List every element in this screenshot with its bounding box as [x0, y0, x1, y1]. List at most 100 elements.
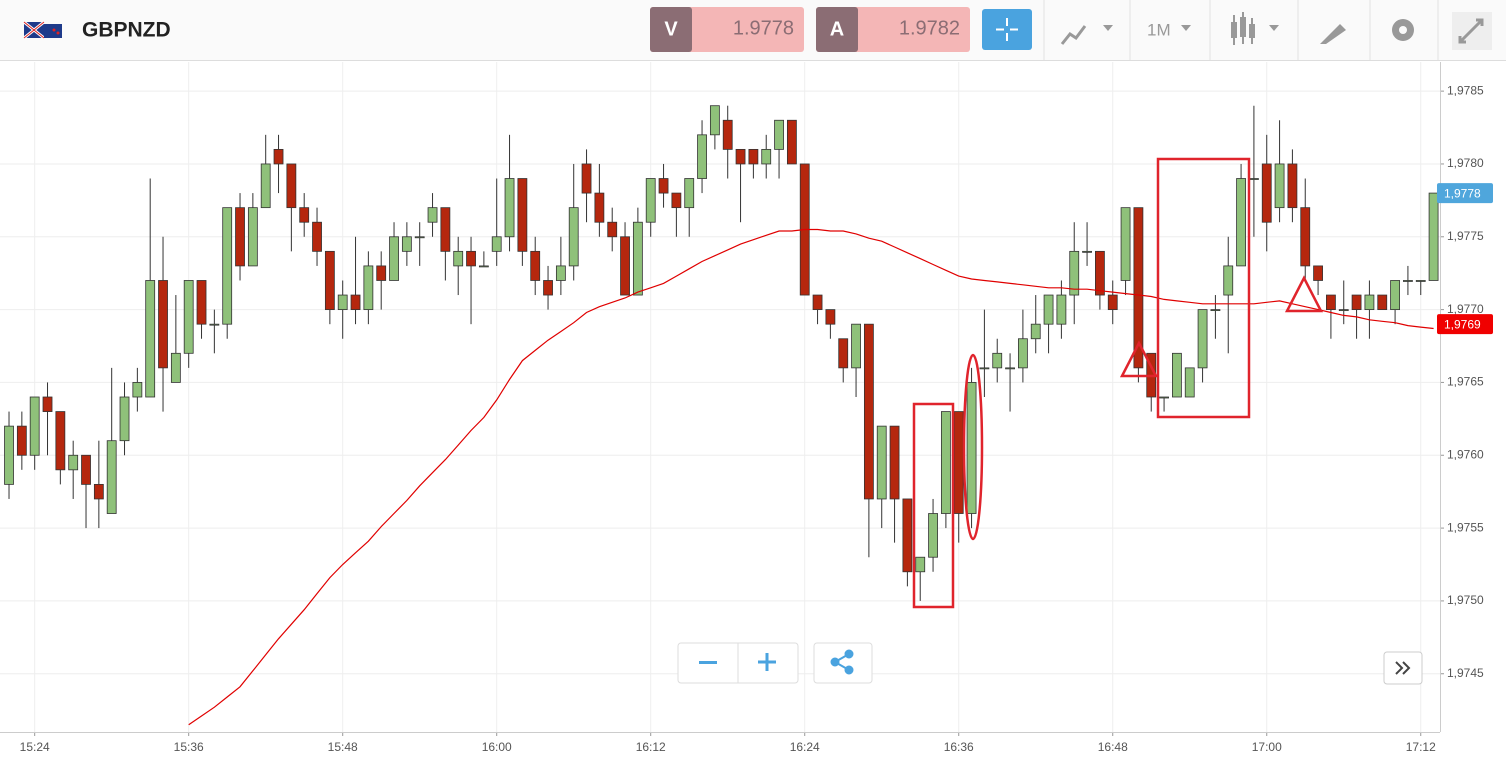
candle-body — [132, 382, 143, 398]
x-tick-label: 17:12 — [1406, 740, 1436, 754]
candle-body — [273, 148, 284, 165]
candle-body — [363, 265, 374, 311]
chart-type-button[interactable] — [1060, 25, 1113, 45]
moving-average-line — [188, 228, 1434, 726]
x-tick-label: 15:36 — [174, 740, 204, 754]
share-button[interactable] — [813, 642, 873, 684]
candle-body — [1415, 280, 1426, 282]
bid-button[interactable]: V 1.9778 — [650, 7, 804, 52]
candle-body — [1390, 280, 1400, 311]
candle-body — [1133, 207, 1144, 369]
zoom-out-button[interactable] — [699, 661, 717, 664]
candle-body — [93, 483, 104, 500]
candle-body — [1249, 178, 1259, 180]
candle-body — [401, 236, 412, 252]
draw-tool-button[interactable] — [1320, 24, 1346, 44]
y-tick-label: 1,9780 — [1447, 156, 1484, 170]
candle-body — [312, 221, 322, 252]
candle-body — [1095, 250, 1105, 296]
candle-body — [1326, 294, 1336, 311]
candle-body — [106, 440, 117, 514]
candle-body — [504, 178, 515, 238]
candle-body — [158, 280, 168, 369]
x-tick-label: 16:36 — [944, 740, 974, 754]
average-price-badge — [1437, 314, 1493, 335]
candle-body — [260, 163, 271, 209]
candle-body — [1223, 265, 1234, 296]
candle-body — [376, 265, 387, 281]
candle-body — [68, 454, 79, 471]
candle-body — [1364, 294, 1375, 311]
candle-body — [1005, 367, 1015, 370]
candle-body — [440, 207, 451, 252]
bid-price: 1.9778 — [733, 17, 794, 39]
candle-body — [1428, 192, 1439, 281]
candle-body — [1069, 250, 1080, 296]
candle-body — [55, 411, 66, 471]
candle-body — [722, 119, 733, 150]
candle-body — [1030, 323, 1041, 340]
candle-body — [543, 280, 553, 296]
candle-body — [581, 163, 592, 194]
x-tick-label: 16:48 — [1098, 740, 1128, 754]
candle-body — [235, 207, 245, 267]
candle-body — [979, 367, 990, 370]
candle-body — [1351, 294, 1362, 311]
candle-body — [1043, 294, 1054, 325]
crosshair-button[interactable] — [982, 9, 1032, 50]
candle-body — [466, 250, 476, 267]
candle-body — [940, 411, 951, 514]
ask-button[interactable]: A 1.9782 — [816, 7, 970, 52]
candle-body — [709, 105, 720, 136]
candle-body — [145, 280, 156, 398]
fullscreen-button[interactable] — [1452, 12, 1492, 50]
settings-button[interactable] — [1392, 19, 1414, 41]
candle-body — [1261, 163, 1272, 223]
flag — [23, 20, 62, 40]
ask-price: 1.9782 — [899, 17, 960, 39]
candle-body — [324, 250, 335, 311]
candle-body — [825, 309, 836, 325]
candle-body — [1107, 294, 1118, 311]
candle-body — [1120, 207, 1131, 281]
candle-body — [1287, 163, 1298, 209]
y-tick-label: 1,9755 — [1447, 520, 1484, 534]
candle-body — [735, 148, 746, 165]
candle-body — [645, 178, 656, 223]
candle-body — [1338, 309, 1349, 312]
candle-body — [183, 280, 194, 354]
candle-body — [658, 178, 669, 194]
candle-body — [530, 250, 541, 281]
candle-body — [247, 207, 258, 267]
zoom-in-button[interactable] — [758, 653, 776, 671]
candle-body — [1377, 294, 1388, 311]
last-price-badge-label: 1,9778 — [1444, 186, 1481, 200]
candle-body — [889, 425, 900, 500]
candle-body — [594, 192, 605, 223]
timeframe-button[interactable]: 1M — [1147, 20, 1191, 39]
candle-body — [414, 236, 425, 239]
candle-body — [902, 498, 913, 573]
candle-body — [389, 236, 399, 281]
candle-type-button[interactable] — [1231, 12, 1279, 45]
candle-body — [966, 382, 977, 514]
candle-body — [453, 250, 464, 267]
candle-body — [170, 352, 181, 383]
x-tick-label: 17:00 — [1252, 740, 1282, 754]
candle-body — [1017, 338, 1028, 369]
candle-body — [1274, 163, 1285, 209]
candle-body — [1300, 207, 1311, 267]
timeframe: 1M — [1147, 20, 1171, 39]
annotation-triangle — [1284, 275, 1324, 313]
zoom-controls — [677, 642, 1423, 685]
candle-body — [953, 411, 964, 514]
annotation-ellipse — [962, 353, 984, 541]
toolbar-separators — [1043, 0, 1439, 60]
candle-body — [1313, 265, 1323, 281]
candle-body — [876, 425, 887, 500]
candle-body — [337, 294, 348, 311]
candle-body — [286, 163, 297, 209]
candle-body — [774, 119, 784, 150]
candle-body — [299, 207, 310, 223]
